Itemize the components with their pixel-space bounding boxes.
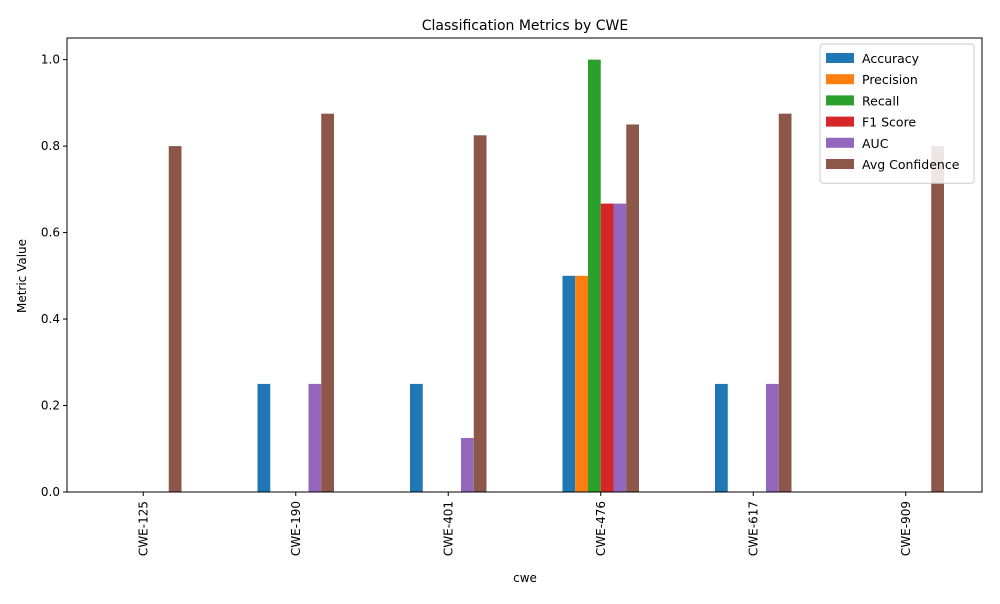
legend-swatch [826,95,854,106]
axes-layer: CWE-125 CWE-190 CWE-401 CWE-476 CWE-617 CWE-9… [41,37,983,556]
legend-label: Avg Confidence [862,157,960,172]
legend-swatch [826,137,854,148]
x-tick-label: CWE-401 [441,501,455,556]
legend-label: Precision [862,72,918,87]
x-axis-label: cwe [513,571,537,585]
bar-avg-confidence-cwe-401 [473,135,487,493]
x-tick-label: CWE-125 [136,501,150,556]
bar-auc-cwe-617 [766,383,779,492]
x-tick-label: CWE-190 [289,501,303,556]
bar-avg-confidence-cwe-909 [931,146,944,492]
bar-auc-cwe-476 [613,203,627,492]
chart-title: Classification Metrics by CWE [422,18,628,34]
bar-f1-score-cwe-476 [600,203,614,492]
y-tick-label: 0.0 [41,485,60,499]
y-axis-label: Metric Value [15,239,29,313]
y-tick-label: 0.8 [41,139,60,153]
y-tick-label: 0.4 [41,312,60,326]
legend-swatch [826,116,854,127]
y-tick-label: 0.6 [41,226,60,240]
bar-accuracy-cwe-476 [562,275,576,492]
bar-accuracy-cwe-617 [715,383,728,492]
bar-auc-cwe-190 [308,383,322,492]
x-tick-label: CWE-476 [594,501,608,556]
legend-label: F1 Score [862,115,916,130]
bar-precision-cwe-476 [575,275,588,492]
legend-swatch [826,53,854,63]
bar-accuracy-cwe-190 [257,383,271,492]
y-tick-label: 1.0 [41,53,60,67]
legend-box [819,43,975,184]
bar-avg-confidence-cwe-190 [321,113,334,493]
legend-label: Recall [862,93,899,108]
legend: Accuracy Precision Recall F1 Score AUC Avg Co… [819,43,975,184]
bar-avg-confidence-cwe-617 [778,113,792,493]
legend-label: AUC [862,136,889,151]
bars-layer [168,59,944,493]
legend-swatch [826,74,854,85]
bar-recall-cwe-476 [588,59,601,493]
bar-accuracy-cwe-401 [410,383,423,492]
legend-label: Accuracy [862,51,920,66]
bar-auc-cwe-401 [461,437,474,492]
legend-swatch [826,159,854,169]
bar-avg-confidence-cwe-125 [168,146,182,492]
y-tick-label: 0.2 [41,399,60,413]
x-tick-label: CWE-909 [899,501,913,556]
plot-frame [66,37,983,493]
bar-avg-confidence-cwe-476 [626,124,639,492]
x-tick-label: CWE-617 [746,501,760,556]
